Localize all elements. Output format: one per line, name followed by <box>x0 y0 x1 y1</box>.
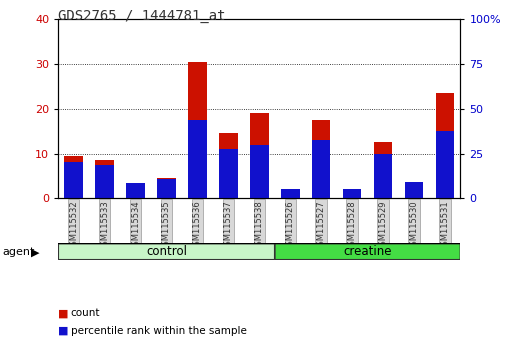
Text: control: control <box>146 245 187 258</box>
Text: GDS2765 / 1444781_at: GDS2765 / 1444781_at <box>58 9 225 23</box>
Bar <box>219 149 237 198</box>
Text: GSM115531: GSM115531 <box>440 200 448 251</box>
Text: GSM115532: GSM115532 <box>69 200 78 251</box>
Text: GSM115530: GSM115530 <box>409 200 418 251</box>
FancyBboxPatch shape <box>59 244 274 259</box>
Bar <box>64 156 83 198</box>
Bar <box>280 189 299 198</box>
Bar <box>95 160 114 198</box>
Text: GSM115529: GSM115529 <box>378 200 387 251</box>
Bar <box>157 178 175 198</box>
Bar <box>404 185 423 198</box>
Bar <box>64 162 83 198</box>
Text: GSM115534: GSM115534 <box>131 200 140 251</box>
Bar <box>219 133 237 198</box>
Bar <box>188 120 207 198</box>
FancyBboxPatch shape <box>275 244 459 259</box>
Bar <box>373 142 391 198</box>
Text: GSM115536: GSM115536 <box>192 200 201 251</box>
Text: GSM115537: GSM115537 <box>223 200 232 251</box>
Text: count: count <box>71 308 100 318</box>
Bar <box>280 192 299 198</box>
Text: GSM115526: GSM115526 <box>285 200 294 251</box>
Bar <box>188 62 207 198</box>
Text: GSM115528: GSM115528 <box>347 200 356 251</box>
Bar <box>157 178 175 198</box>
Text: percentile rank within the sample: percentile rank within the sample <box>71 326 246 336</box>
Bar <box>404 182 423 198</box>
Bar <box>373 154 391 198</box>
Bar <box>126 183 144 198</box>
Bar <box>342 189 361 198</box>
Text: creatine: creatine <box>343 245 391 258</box>
Bar <box>126 183 144 198</box>
Bar <box>249 144 268 198</box>
Bar <box>435 93 453 198</box>
Bar <box>311 140 330 198</box>
Text: ■: ■ <box>58 308 69 318</box>
Bar <box>311 120 330 198</box>
Text: GSM115538: GSM115538 <box>255 200 263 251</box>
Text: GSM115535: GSM115535 <box>162 200 171 251</box>
Bar <box>95 165 114 198</box>
Bar <box>249 113 268 198</box>
Text: GSM115527: GSM115527 <box>316 200 325 251</box>
Text: ▶: ▶ <box>31 247 40 257</box>
Text: GSM115533: GSM115533 <box>100 200 109 251</box>
Text: agent: agent <box>3 247 35 257</box>
Bar <box>342 189 361 198</box>
Text: ■: ■ <box>58 326 69 336</box>
Bar <box>435 131 453 198</box>
